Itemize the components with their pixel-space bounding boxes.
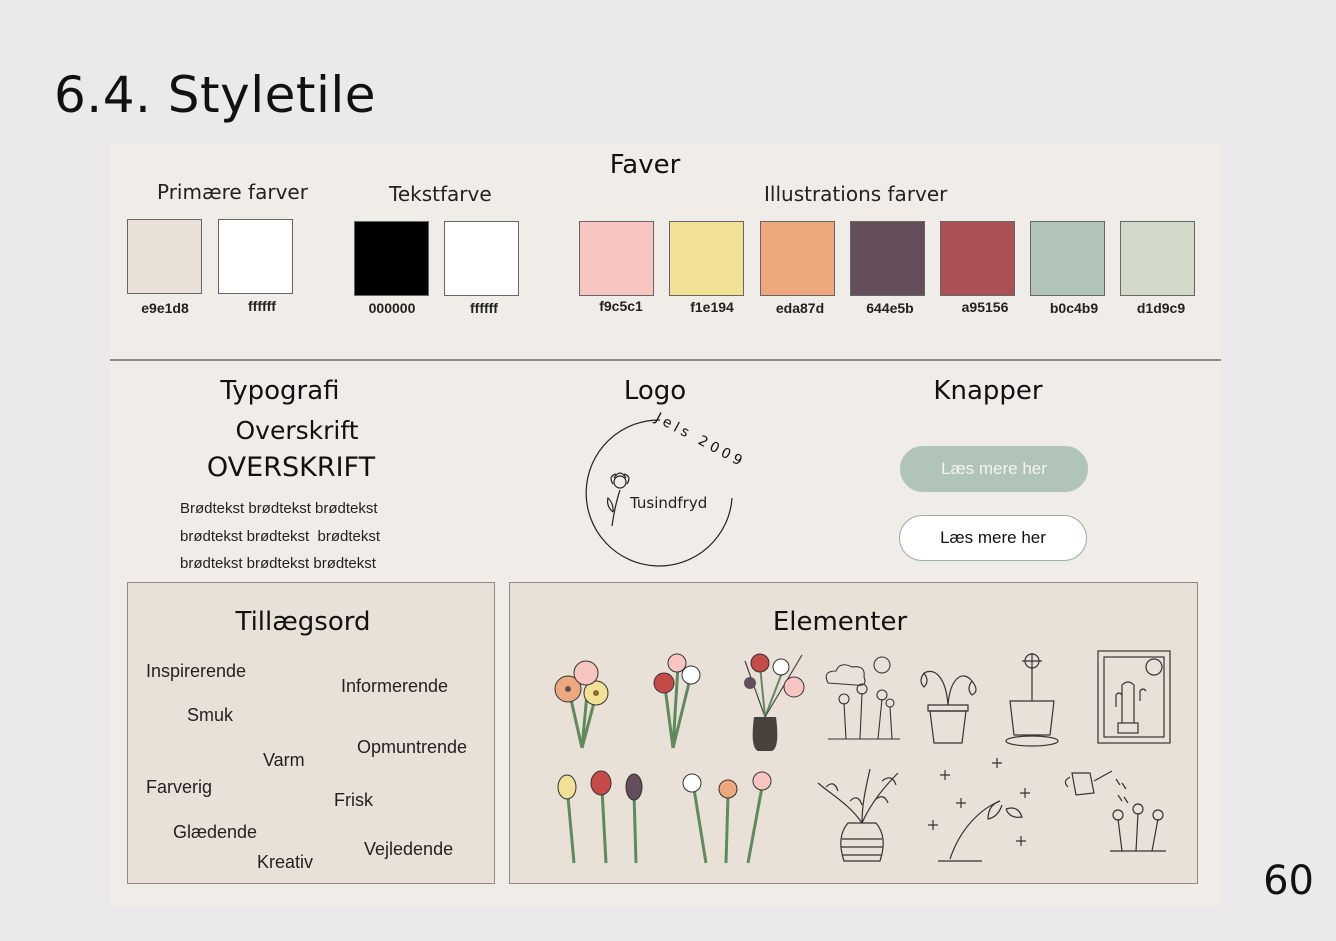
swatch-primary-2: [218, 219, 293, 294]
swatch-illustration-5: [940, 221, 1015, 296]
swatch-hex: e9e1d8: [141, 300, 189, 316]
adjective-word: Varm: [263, 750, 305, 770]
adjective-word: Glædende: [173, 822, 258, 842]
section-divider: [110, 359, 1221, 361]
adjectives-title: Tillægsord: [235, 607, 371, 637]
tulips-icon: [557, 770, 643, 864]
logo-emblem-graphic: Tusindfryd: [585, 419, 733, 567]
heading-sample-upper: OVERSKRIFT: [206, 452, 376, 483]
text-color-label: Tekstfarve: [389, 182, 492, 206]
illustrations-canvas: [554, 650, 1171, 864]
swatch-hex: 644e5b: [866, 300, 914, 316]
styletile-board: Faver Primære farver Tekstfarve Illustra…: [110, 144, 1221, 906]
swatch-illustration-1: [579, 221, 654, 296]
page-number: 60: [1263, 858, 1314, 904]
heading-sample-mixed: Overskrift: [235, 416, 359, 445]
swatch-hex: ffffff: [470, 300, 498, 316]
swatch-hex: eda87d: [775, 300, 825, 316]
swatch-hex: ffffff: [248, 298, 276, 314]
body-text-line: brødtekst brødtekst brødtekst: [180, 555, 376, 572]
buttons-title: Knapper: [933, 376, 1043, 406]
primary-colors-label: Primære farver: [157, 180, 308, 204]
striped-vase-icon: [817, 768, 899, 862]
adjectives-panel: Tillægsord Inspirerende Informerende Smu…: [127, 582, 495, 884]
adjective-word: Informerende: [341, 676, 449, 696]
adjective-word: Vejledende: [364, 839, 454, 859]
swatch-illustration-7: [1120, 221, 1195, 296]
elements-title: Elementer: [772, 607, 908, 637]
swatch-text-2: [444, 221, 519, 296]
adjective-word: Frisk: [334, 790, 373, 810]
body-text-line: brødtekst brødtekst brødtekst: [180, 528, 381, 545]
swatch-text-1: [354, 221, 429, 296]
logo-name: Tusindfryd: [629, 494, 707, 512]
swatch-hex: a95156: [961, 299, 1009, 315]
potted-flower-icon: [1005, 653, 1059, 747]
adjective-word: Farverig: [146, 777, 213, 797]
swatch-illustration-3: [760, 221, 835, 296]
swatch-hex: f1e194: [690, 299, 734, 315]
logo-emblem: Tusindfryd Jels 2009: [580, 410, 748, 572]
swatch-illustration-4: [850, 221, 925, 296]
colors-section-title: Faver: [609, 150, 681, 180]
swatch-hex: b0c4b9: [1049, 300, 1099, 316]
swatch-hex: d1d9c9: [1136, 300, 1186, 316]
adjective-word: Smuk: [187, 705, 234, 725]
illustration-colors-label: Illustrations farver: [764, 182, 948, 206]
logo-title: Logo: [623, 376, 687, 406]
swatch-hex: 000000: [368, 300, 416, 316]
rose-bouquet-icon: [653, 653, 701, 749]
typography-title: Typografi: [220, 376, 340, 406]
carnations-icon: [682, 771, 772, 864]
window-cactus-icon: [1097, 650, 1171, 744]
swatch-illustration-6: [1030, 221, 1105, 296]
garden-sun-icon: [825, 656, 900, 740]
elements-panel: Elementer: [509, 582, 1198, 884]
adjective-word: Opmuntrende: [357, 737, 468, 757]
snowdrop-icon: [928, 758, 1030, 862]
swatch-illustration-2: [669, 221, 744, 296]
swatch-hex: f9c5c1: [599, 298, 643, 314]
adjective-word: Kreativ: [257, 852, 314, 872]
adjective-word: Inspirerende: [146, 661, 247, 681]
page-title: 6.4. Styletile: [54, 66, 377, 124]
watering-can-icon: [1064, 770, 1166, 852]
vase-bouquet-icon: [744, 653, 805, 751]
body-text-line: Brødtekst brødtekst brødtekst: [180, 500, 378, 517]
secondary-button-sample[interactable]: Læs mere her: [899, 515, 1087, 561]
swatch-primary-1: [127, 219, 202, 294]
primary-button-sample[interactable]: Læs mere her: [900, 446, 1088, 492]
wilted-plant-icon: [920, 670, 977, 744]
mixed-bouquet-icon: [554, 660, 609, 749]
